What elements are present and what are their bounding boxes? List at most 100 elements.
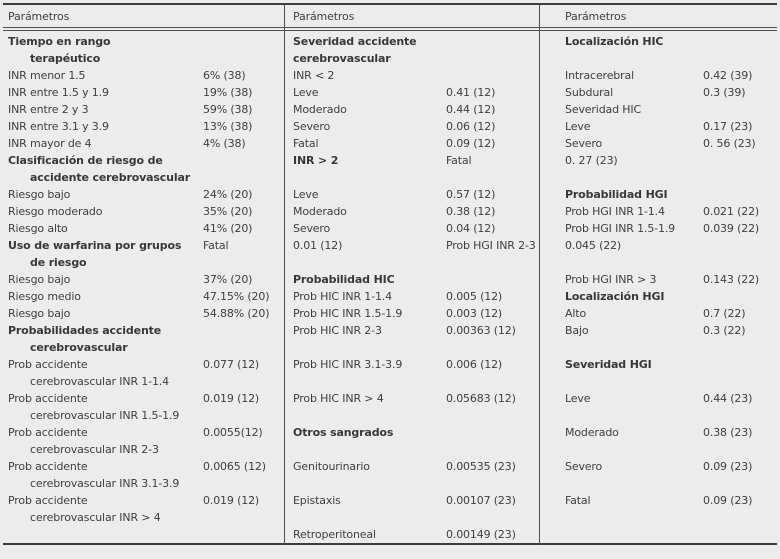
- cell-value: 13% (38): [203, 120, 253, 133]
- cell-value: 0.077 (12): [203, 358, 260, 371]
- cell-label: INR mayor de 4: [8, 137, 92, 150]
- cell-label: Moderado: [293, 103, 347, 116]
- table-row: Prob accidente cerebrovascular INR 3.1-3.…: [0, 458, 780, 492]
- cell-label: Riesgo medio: [8, 290, 81, 303]
- table-row: Riesgo medio 47.15% (20) Prob HIC INR 1-1.…: [0, 288, 780, 305]
- cell-value: 0.019 (12): [203, 392, 260, 405]
- cell-label: Epistaxis: [293, 494, 341, 507]
- cell-value: 0.3 (22): [703, 324, 746, 337]
- cell-value: 24% (20): [203, 188, 253, 201]
- cell-label: Probabilidad HGI: [565, 188, 668, 201]
- cell-value: [703, 101, 775, 118]
- cell-value: 0.00363 (12): [446, 324, 516, 337]
- cell-label: Retroperitoneal: [293, 528, 376, 541]
- cell-value: 0.021 (22): [703, 205, 760, 218]
- cell-label: Leve: [293, 188, 319, 201]
- cell-value: 0.006 (12): [446, 358, 503, 371]
- cell-label: Moderado: [293, 205, 347, 218]
- cell-label: Prob HIC INR 2-3: [293, 324, 382, 337]
- cell-value: [446, 424, 539, 458]
- cell-value: 0.019 (12): [203, 494, 260, 507]
- cell-value: 0.44 (23): [703, 392, 753, 405]
- cell-value: 0.0065 (12): [203, 460, 266, 473]
- cell-label: Localización HGI: [565, 290, 665, 303]
- cell-label: INR < 2: [293, 69, 335, 82]
- cell-value: 47.15% (20): [203, 290, 270, 303]
- cell-label: 0.01 (12): [293, 239, 343, 252]
- cell-label: Probabilidades accidente cerebrovascular: [8, 324, 162, 354]
- cell-label: Bajo: [565, 324, 589, 337]
- cell-label: Prob HIC INR 1.5-1.9: [293, 307, 403, 320]
- cell-value: 19% (38): [203, 86, 253, 99]
- table-row: Uso de warfarina por grupos de riesgo Fata…: [0, 237, 780, 271]
- cell-value: [703, 288, 775, 305]
- cell-value: 0.00107 (23): [446, 494, 516, 507]
- table-row: Retroperitoneal 0.00149 (23): [0, 526, 780, 543]
- cell-label: Leve: [565, 120, 591, 133]
- cell-label: Severo: [565, 460, 603, 473]
- table-row: Riesgo bajo 24% (20) Leve 0.57 (12) Probabil…: [0, 186, 780, 203]
- cell-value: 0.06 (12): [446, 120, 496, 133]
- cell-value: 0.00149 (23): [446, 528, 516, 541]
- cell-label: Intracerebral: [565, 69, 635, 82]
- cell-label: Severo: [293, 222, 331, 235]
- cell-value: Prob HGI INR 2-3: [446, 239, 536, 252]
- cell-label: INR > 2: [293, 154, 339, 167]
- cell-value: [703, 526, 775, 543]
- cell-value: 0.005 (12): [446, 290, 503, 303]
- cell-label: Prob accidente cerebrovascular INR 1-1.4: [8, 358, 169, 388]
- cell-label: 0.045 (22): [565, 239, 622, 252]
- table-body: Tiempo en rango terapéutico Severidad acci…: [0, 31, 780, 543]
- cell-label: Prob accidente cerebrovascular INR 3.1-3.…: [8, 460, 180, 490]
- cell-value: 0.7 (22): [703, 307, 746, 320]
- cell-value: [203, 526, 284, 543]
- cell-label: [8, 526, 203, 543]
- cell-value: [703, 33, 775, 67]
- table-row: INR entre 2 y 3 59% (38) Moderado 0.44 (12)…: [0, 101, 780, 118]
- cell-value: 0.09 (23): [703, 460, 753, 473]
- cell-label: Fatal: [293, 137, 319, 150]
- column-separator-1: [284, 5, 285, 545]
- cell-label: Prob HIC INR 3.1-3.9: [293, 358, 403, 371]
- cell-value: [446, 271, 539, 288]
- cell-value: [203, 322, 284, 356]
- cell-value: 0.09 (12): [446, 137, 496, 150]
- cell-label: Prob HIC INR > 4: [293, 392, 384, 405]
- header-divider-second: [3, 30, 777, 31]
- cell-value: Fatal: [446, 154, 472, 167]
- cell-label: Probabilidad HIC: [293, 273, 395, 286]
- cell-value: 41% (20): [203, 222, 253, 235]
- cell-label: Riesgo bajo: [8, 188, 71, 201]
- cell-value: 0.3 (39): [703, 86, 746, 99]
- cell-label: Uso de warfarina por grupos de riesgo: [8, 239, 182, 269]
- cell-value: [703, 152, 775, 186]
- cell-label: Riesgo bajo: [8, 273, 71, 286]
- cell-value: [703, 186, 775, 203]
- cell-value: 0.38 (12): [446, 205, 496, 218]
- cell-value: 54.88% (20): [203, 307, 270, 320]
- bottom-rule: [3, 543, 777, 545]
- cell-value: 0.44 (12): [446, 103, 496, 116]
- cell-value: 0.17 (23): [703, 120, 753, 133]
- table-row: Riesgo alto 41% (20) Severo 0.04 (12) Prob H…: [0, 220, 780, 237]
- cell-value: 59% (38): [203, 103, 253, 116]
- table-header-row: Parámetros Parámetros Parámetros: [0, 5, 780, 27]
- cell-value: [446, 67, 539, 84]
- cell-label: Riesgo bajo: [8, 307, 71, 320]
- column-header: Parámetros: [8, 9, 70, 23]
- table-row: INR mayor de 4 4% (38) Fatal 0.09 (12) Sever…: [0, 135, 780, 152]
- cell-label: Alto: [565, 307, 587, 320]
- cell-label: Genitourinario: [293, 460, 370, 473]
- cell-value: 6% (38): [203, 69, 246, 82]
- table-row: Prob accidente cerebrovascular INR > 4 0.0…: [0, 492, 780, 526]
- cell-value: 0.09 (23): [703, 494, 753, 507]
- cell-label: [539, 526, 703, 543]
- table-row: Tiempo en rango terapéutico Severidad acci…: [0, 33, 780, 67]
- cell-value: 0.143 (22): [703, 273, 760, 286]
- cell-label: Severo: [565, 137, 603, 150]
- cell-label: Tiempo en rango terapéutico: [8, 35, 111, 65]
- cell-label: Severidad accidente cerebrovascular: [293, 35, 417, 65]
- cell-value: [703, 237, 775, 271]
- cell-label: Severo: [293, 120, 331, 133]
- table-row: Prob accidente cerebrovascular INR 1-1.4 0…: [0, 356, 780, 390]
